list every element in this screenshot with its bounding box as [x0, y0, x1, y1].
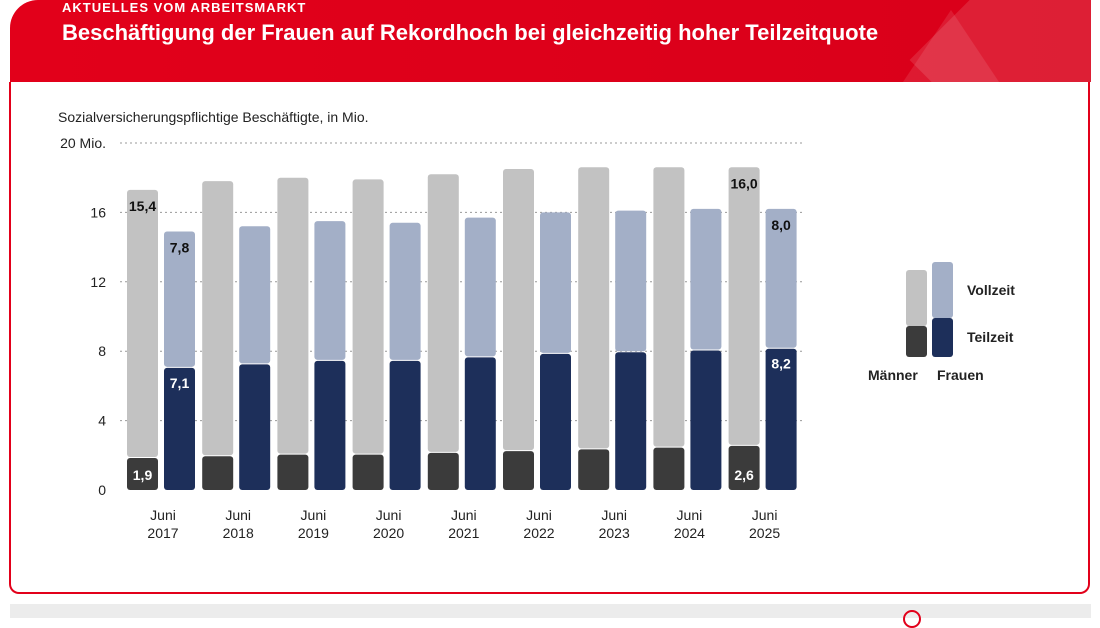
x-tick-label-year: 2017: [147, 525, 178, 541]
x-tick-label-month: Juni: [752, 507, 778, 523]
bar-women-vollzeit: [164, 231, 195, 367]
data-label-women-vollzeit: 8,0: [771, 217, 791, 233]
x-tick-label-month: Juni: [225, 507, 251, 523]
data-label-men-teilzeit: 2,6: [734, 467, 754, 483]
bar-men-vollzeit: [578, 167, 610, 449]
bar-men-vollzeit: [728, 167, 760, 445]
bar-men-vollzeit: [277, 177, 309, 454]
x-tick-label-month: Juni: [301, 507, 327, 523]
data-label-women-teilzeit: 8,2: [771, 356, 791, 372]
bar-men-teilzeit: [427, 452, 459, 490]
bar-men-teilzeit: [503, 451, 534, 490]
bar-women-vollzeit: [464, 217, 496, 357]
x-tick-label-year: 2023: [599, 525, 630, 541]
x-tick-label-year: 2018: [223, 525, 254, 541]
legend-swatch-women-teilzeit: [932, 318, 953, 357]
bar-women-vollzeit: [389, 222, 421, 360]
bar-men-teilzeit: [728, 445, 760, 490]
x-tick-label-month: Juni: [677, 507, 703, 523]
bar-women-teilzeit: [765, 348, 797, 490]
x-tick-label-month: Juni: [150, 507, 176, 523]
legend-swatch-men-vollzeit: [906, 270, 927, 326]
header-banner: AKTUELLES VOM ARBEITSMARKT Beschäftigung…: [10, 0, 1091, 82]
data-label-men-teilzeit: 1,9: [133, 467, 153, 483]
bar-women-teilzeit: [314, 360, 346, 490]
bar-men-teilzeit: [653, 447, 685, 490]
legend-swatch-women-vollzeit: [932, 262, 953, 318]
y-tick-label: 20 Mio.: [60, 135, 106, 151]
x-tick-label-month: Juni: [451, 507, 477, 523]
chart-frame: [9, 82, 1090, 594]
bar-men-vollzeit: [202, 181, 234, 456]
bar-men-vollzeit: [427, 174, 459, 452]
bar-women-vollzeit: [615, 210, 647, 352]
y-tick-label: 0: [98, 482, 106, 498]
bar-women-teilzeit: [239, 364, 271, 490]
x-tick-label-month: Juni: [376, 507, 402, 523]
legend-label-frauen: Frauen: [937, 367, 984, 383]
x-tick-label-year: 2025: [749, 525, 780, 541]
y-tick-label: 8: [98, 343, 106, 359]
bar-men-vollzeit: [127, 189, 158, 458]
bar-women-teilzeit: [464, 357, 496, 490]
header-kicker: AKTUELLES VOM ARBEITSMARKT: [62, 0, 307, 15]
data-label-men-vollzeit: 15,4: [129, 198, 156, 214]
x-tick-label-year: 2022: [523, 525, 554, 541]
y-tick-label: 16: [90, 204, 106, 220]
bar-men-teilzeit: [578, 449, 610, 490]
x-tick-label-year: 2019: [298, 525, 329, 541]
x-tick-label-year: 2020: [373, 525, 404, 541]
x-tick-label-month: Juni: [601, 507, 627, 523]
chart-ylabel: Sozialversicherungspflichtige Beschäftig…: [58, 109, 369, 125]
legend-label-maenner: Männer: [868, 367, 918, 383]
x-tick-label-month: Juni: [526, 507, 552, 523]
bar-women-teilzeit: [389, 360, 421, 490]
bar-men-teilzeit: [277, 454, 309, 490]
x-tick-label-year: 2024: [674, 525, 705, 541]
bar-women-teilzeit: [164, 367, 195, 490]
bar-men-vollzeit: [352, 179, 384, 454]
bar-women-vollzeit: [765, 208, 797, 348]
data-label-men-vollzeit: 16,0: [730, 175, 757, 191]
legend-label-vollzeit: Vollzeit: [967, 282, 1015, 298]
y-tick-label: 4: [98, 413, 106, 429]
legend-swatch-men-teilzeit: [906, 326, 927, 357]
data-label-women-vollzeit: 7,8: [170, 239, 190, 255]
bar-men-teilzeit: [127, 458, 158, 490]
page-title: Beschäftigung der Frauen auf Rekordhoch …: [62, 20, 879, 45]
banner-decoration-triangle: [891, 10, 1011, 82]
bar-women-vollzeit: [314, 221, 346, 360]
bar-women-teilzeit: [540, 353, 571, 490]
bar-women-vollzeit: [540, 212, 571, 353]
legend-label-teilzeit: Teilzeit: [967, 329, 1014, 345]
bar-women-teilzeit: [690, 350, 722, 490]
bar-men-vollzeit: [653, 167, 685, 447]
x-tick-label-year: 2021: [448, 525, 479, 541]
y-tick-label: 12: [90, 274, 106, 290]
bar-men-teilzeit: [202, 456, 234, 490]
bar-men-teilzeit: [352, 454, 384, 490]
data-label-women-teilzeit: 7,1: [170, 375, 190, 391]
bar-men-vollzeit: [503, 169, 534, 451]
bar-women-vollzeit: [690, 208, 722, 350]
bar-women-vollzeit: [239, 226, 271, 364]
bar-women-teilzeit: [615, 352, 647, 490]
